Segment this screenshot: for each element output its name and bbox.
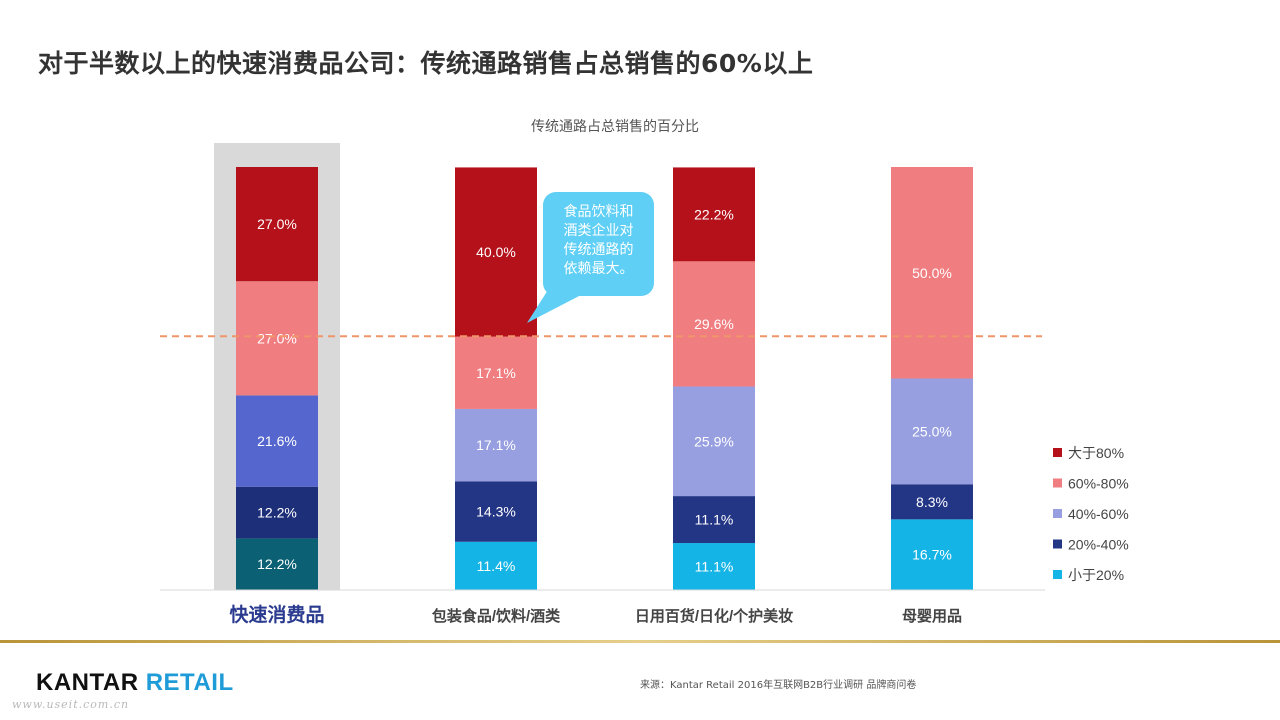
category-label: 母婴用品 [902, 608, 962, 625]
footer-divider [0, 640, 1280, 643]
legend-swatch [1053, 570, 1062, 579]
source-note: 来源：Kantar Retail 2016年互联网B2B行业调研 品牌商问卷 [640, 680, 917, 691]
logo-retail-text: RETAIL [145, 669, 234, 696]
bar-segment [455, 336, 537, 409]
data-label: 21.6% [257, 433, 297, 449]
callout-pointer [527, 282, 583, 323]
data-label: 8.3% [916, 494, 948, 510]
bar-segment [236, 281, 318, 396]
legend-label: 40%-60% [1068, 506, 1129, 522]
data-label: 22.2% [694, 206, 734, 222]
data-label: 27.0% [257, 330, 297, 346]
legend-swatch [1053, 509, 1062, 518]
watermark: www.useit.com.cn [12, 698, 130, 711]
logo-kantar-text: KANTAR [36, 669, 139, 696]
legend-label: 60%-80% [1068, 476, 1129, 492]
bar-segment [236, 395, 318, 487]
legend-swatch [1053, 539, 1062, 549]
chart-title: 传统通路占总销售的百分比 [531, 118, 699, 134]
bar-segment [891, 519, 973, 590]
callout-text: 食品饮料和 [564, 203, 634, 219]
data-label: 27.0% [257, 216, 297, 232]
callout-text: 传统通路的 [564, 241, 634, 257]
data-label: 14.3% [476, 504, 516, 520]
bar-segment [891, 484, 973, 520]
callout-text: 依赖最大。 [564, 260, 634, 276]
stacked-bar-chart: 传统通路占总销售的百分比 12.2% 12.2% 21.6% 27.0% 27.0% 11.… [160, 118, 1129, 626]
legend-swatch [1053, 478, 1062, 488]
data-label: 29.6% [694, 316, 734, 332]
category-label: 日用百货/日化/个护美妆 [635, 607, 793, 625]
bar-segment [455, 408, 537, 482]
data-label: 17.1% [476, 437, 516, 453]
legend-swatch [1053, 448, 1062, 457]
data-label: 11.1% [695, 512, 734, 528]
bar-segment [673, 167, 755, 262]
bar-segment [236, 538, 318, 590]
data-label: 25.0% [912, 423, 952, 439]
bar-segment [455, 541, 537, 590]
data-label: 12.2% [257, 505, 297, 521]
bar-segment [673, 386, 755, 497]
bar-segment [891, 378, 973, 485]
bar-segment [236, 167, 318, 282]
data-label: 11.4% [477, 558, 516, 574]
kantar-retail-logo: KANTAR RETAIL [36, 669, 234, 697]
data-label: 11.1% [695, 559, 734, 575]
callout-bubble [543, 192, 654, 296]
data-label: 17.1% [476, 365, 516, 381]
bar-segment [455, 167, 537, 337]
data-label: 25.9% [694, 433, 734, 449]
data-label: 40.0% [476, 244, 516, 260]
bar-segment [236, 486, 318, 539]
data-label: 50.0% [912, 265, 952, 281]
bar-segment [673, 543, 755, 590]
bar-segment [673, 261, 755, 387]
legend-label: 20%-40% [1068, 537, 1129, 553]
callout-text: 酒类企业对 [564, 222, 634, 238]
category-label: 包装食品/饮料/酒类 [432, 607, 561, 625]
data-label: 12.2% [257, 556, 297, 572]
page-title: 对于半数以上的快速消费品公司：传统通路销售占总销售的60%以上 [38, 49, 814, 78]
data-label: 16.7% [912, 547, 952, 563]
legend-label: 小于20% [1068, 567, 1124, 583]
bar-segment [891, 167, 973, 379]
bar-segment [673, 496, 755, 544]
category-label: 快速消费品 [229, 603, 324, 626]
legend-label: 大于80% [1068, 445, 1124, 461]
bar-segment [455, 481, 537, 542]
